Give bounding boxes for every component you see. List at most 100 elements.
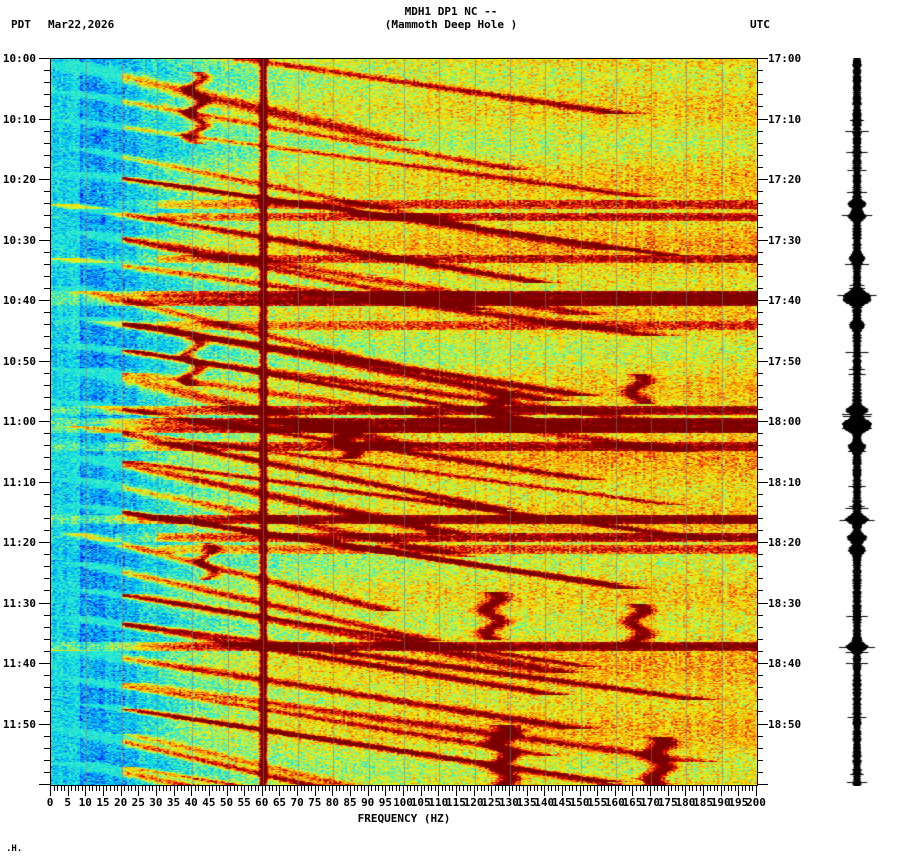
freq-tick-major xyxy=(685,785,687,796)
time-tick-major xyxy=(39,239,50,241)
left-time-label: 10:00 xyxy=(2,52,36,65)
frequency-label: 20 xyxy=(113,796,128,809)
time-tick-major xyxy=(39,723,50,725)
left-time-label: 10:10 xyxy=(2,112,36,126)
left-time-label: 10:50 xyxy=(2,354,36,368)
frequency-label: 35 xyxy=(166,796,181,809)
time-tick-major xyxy=(39,421,50,422)
station-subtitle: (Mammoth Deep Hole ) xyxy=(384,18,518,31)
freq-tick-major xyxy=(544,785,546,796)
frequency-label: 30 xyxy=(149,796,163,809)
left-time-label: 10:30 xyxy=(2,233,36,247)
right-time-label: 17:20 xyxy=(768,173,802,186)
freq-tick-major xyxy=(332,785,334,796)
frequency-label: 50 xyxy=(219,796,234,809)
left-time-axis-labels: 10:00 10:10 10:20 10:30 10:40 10:50 11:00 11:10… xyxy=(0,53,40,786)
frequency-label: 155 xyxy=(587,796,608,809)
freq-tick-major xyxy=(226,785,228,796)
frequency-label: 170 xyxy=(640,796,661,809)
freq-tick-major xyxy=(208,785,210,796)
freq-tick-major xyxy=(102,785,104,796)
freq-tick-major xyxy=(367,785,369,796)
time-tick-major xyxy=(757,360,768,362)
freq-tick-major xyxy=(614,785,616,796)
time-tick-major xyxy=(39,118,50,120)
freq-tick-major xyxy=(650,785,652,796)
right-time-label: 17:30 xyxy=(768,233,802,247)
station-title: MDH1 DP1 NC -- xyxy=(404,5,498,18)
spectrogram-plot[interactable] xyxy=(50,58,758,786)
freq-tick-major xyxy=(579,785,581,796)
right-time-label: 18:30 xyxy=(768,596,802,610)
frequency-label: 95 xyxy=(378,796,392,809)
seismogram-trace-panel xyxy=(833,58,881,786)
freq-tick-major xyxy=(438,785,440,796)
freq-tick-major xyxy=(50,785,51,796)
time-tick-major xyxy=(757,602,768,604)
freq-tick-major xyxy=(173,785,175,796)
seismogram-trace xyxy=(833,58,881,786)
left-time-label: 11:20 xyxy=(2,536,36,549)
right-time-label: 17:00 xyxy=(768,52,802,65)
frequency-label: 60 xyxy=(255,796,269,809)
left-time-label: 11:30 xyxy=(2,596,36,610)
right-time-label: 18:50 xyxy=(768,717,802,731)
time-tick-major xyxy=(39,542,50,543)
time-tick-major xyxy=(39,360,50,362)
right-time-label: 17:10 xyxy=(768,112,802,126)
frequency-label: 130 xyxy=(498,796,519,809)
freq-tick-major xyxy=(155,785,157,796)
freq-tick-major xyxy=(279,785,281,796)
right-time-axis-labels: 17:00 17:10 17:20 17:30 17:40 17:50 18:00 18:10… xyxy=(768,53,838,786)
freq-tick-major xyxy=(385,785,387,796)
frequency-label: 125 xyxy=(481,796,502,809)
corner-glyph: .H. xyxy=(6,844,23,854)
right-time-label: 18:10 xyxy=(768,475,802,489)
right-time-label: 18:20 xyxy=(768,536,802,549)
frequency-label: 75 xyxy=(308,796,322,809)
freq-tick-major xyxy=(491,785,493,796)
freq-tick-major xyxy=(597,785,599,796)
frequency-label: 100 xyxy=(393,796,413,809)
frequency-label: 10 xyxy=(78,796,92,809)
frequency-label: 65 xyxy=(272,796,287,809)
left-timezone-label: PDT xyxy=(11,18,31,31)
freq-tick-major xyxy=(350,785,352,796)
freq-tick-major xyxy=(455,785,457,796)
frequency-label: 0 xyxy=(46,796,54,809)
freq-tick-major xyxy=(632,785,634,796)
freq-tick-major xyxy=(138,785,140,796)
freq-tick-major xyxy=(508,785,510,796)
right-time-label: 18:40 xyxy=(768,657,802,670)
frequency-label: 150 xyxy=(569,796,590,809)
frequency-label: 180 xyxy=(675,796,696,809)
left-time-label: 10:20 xyxy=(2,173,36,186)
frequency-label: 85 xyxy=(343,796,357,809)
freq-tick-major xyxy=(720,785,722,796)
time-tick-major xyxy=(757,784,768,785)
time-tick-major xyxy=(757,118,768,120)
frequency-label: 195 xyxy=(728,796,749,809)
right-time-label: 17:50 xyxy=(768,354,802,368)
frequency-label: 90 xyxy=(361,796,375,809)
frequency-label: 120 xyxy=(463,796,484,809)
time-tick-major xyxy=(39,602,50,604)
freq-tick-major xyxy=(120,785,122,796)
freq-tick-major xyxy=(703,785,705,796)
time-tick-major xyxy=(757,179,768,180)
freq-tick-major xyxy=(667,785,669,796)
frequency-label: 80 xyxy=(325,796,340,809)
frequency-label: 175 xyxy=(657,796,678,809)
time-tick-major xyxy=(39,179,50,180)
right-time-label: 18:00 xyxy=(768,415,802,428)
freq-tick-major xyxy=(67,785,69,796)
frequency-label: 110 xyxy=(428,796,449,809)
frequency-label: 200 xyxy=(746,796,766,809)
time-tick-major xyxy=(39,58,50,59)
freq-tick-major xyxy=(314,785,316,796)
frequency-label: 145 xyxy=(551,796,572,809)
frequency-label: 105 xyxy=(410,796,431,809)
time-tick-major xyxy=(757,421,768,422)
frequency-label: 140 xyxy=(534,796,555,809)
freq-tick-major xyxy=(297,785,299,796)
